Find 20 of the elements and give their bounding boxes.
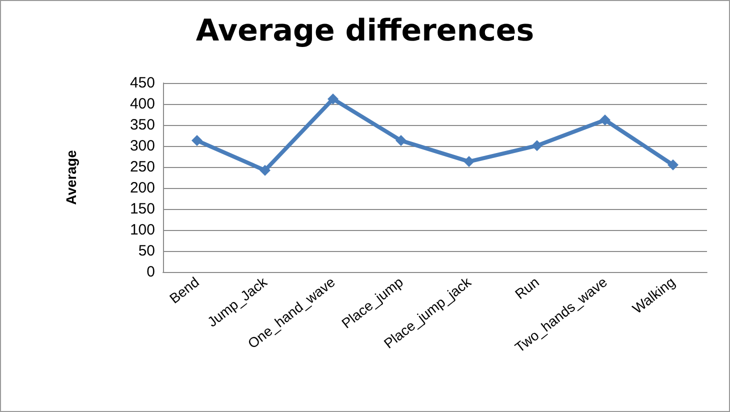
y-tick-label: 0 (146, 264, 155, 280)
y-tick-label: 400 (130, 96, 155, 112)
point (600, 114, 610, 126)
point (532, 140, 542, 152)
y-tick-label: 250 (130, 158, 155, 176)
y-tick-label: 50 (138, 242, 155, 260)
point (328, 93, 338, 104)
y-axis-title: Average (63, 150, 79, 205)
y-tick-label: 100 (130, 222, 155, 238)
chart-title: Average differences (196, 14, 534, 48)
point (260, 164, 270, 176)
point (396, 135, 406, 146)
y-tick-label: 350 (130, 116, 155, 134)
y-tick-label: 200 (130, 180, 155, 196)
y-tick-label: 150 (130, 200, 155, 218)
point (192, 135, 202, 146)
point (668, 159, 678, 170)
y-tick-label: 450 (130, 74, 155, 92)
point (464, 156, 474, 168)
y-tick-label: 300 (130, 138, 155, 154)
